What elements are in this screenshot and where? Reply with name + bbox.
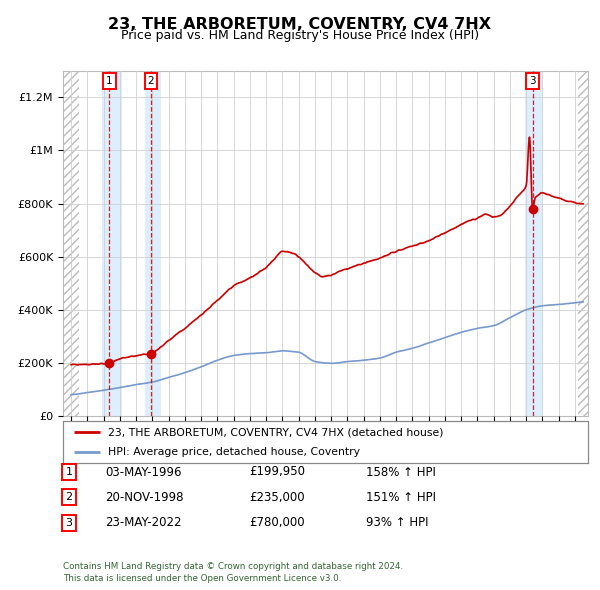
Bar: [526, 71, 542, 416]
Text: 03-MAY-1996: 03-MAY-1996: [105, 466, 182, 478]
Text: 23, THE ARBORETUM, COVENTRY, CV4 7HX (detached house): 23, THE ARBORETUM, COVENTRY, CV4 7HX (de…: [107, 428, 443, 438]
Text: 23-MAY-2022: 23-MAY-2022: [105, 516, 182, 529]
Text: £199,950: £199,950: [249, 466, 305, 478]
Text: 2: 2: [65, 493, 73, 502]
Bar: [102, 71, 122, 416]
Text: 2: 2: [148, 76, 154, 86]
Text: Price paid vs. HM Land Registry's House Price Index (HPI): Price paid vs. HM Land Registry's House …: [121, 29, 479, 42]
Text: 23, THE ARBORETUM, COVENTRY, CV4 7HX: 23, THE ARBORETUM, COVENTRY, CV4 7HX: [109, 17, 491, 31]
Text: 1: 1: [65, 467, 73, 477]
Text: £235,000: £235,000: [249, 491, 305, 504]
Text: 3: 3: [529, 76, 536, 86]
Text: £780,000: £780,000: [249, 516, 305, 529]
Bar: [145, 71, 161, 416]
Bar: [578, 71, 588, 416]
Text: 151% ↑ HPI: 151% ↑ HPI: [366, 491, 436, 504]
Text: Contains HM Land Registry data © Crown copyright and database right 2024.
This d: Contains HM Land Registry data © Crown c…: [63, 562, 403, 583]
Text: HPI: Average price, detached house, Coventry: HPI: Average price, detached house, Cove…: [107, 447, 359, 457]
Text: 158% ↑ HPI: 158% ↑ HPI: [366, 466, 436, 478]
Text: 20-NOV-1998: 20-NOV-1998: [105, 491, 184, 504]
Text: 93% ↑ HPI: 93% ↑ HPI: [366, 516, 428, 529]
Text: 1: 1: [106, 76, 113, 86]
Bar: [63, 71, 79, 416]
Text: 3: 3: [65, 518, 73, 527]
